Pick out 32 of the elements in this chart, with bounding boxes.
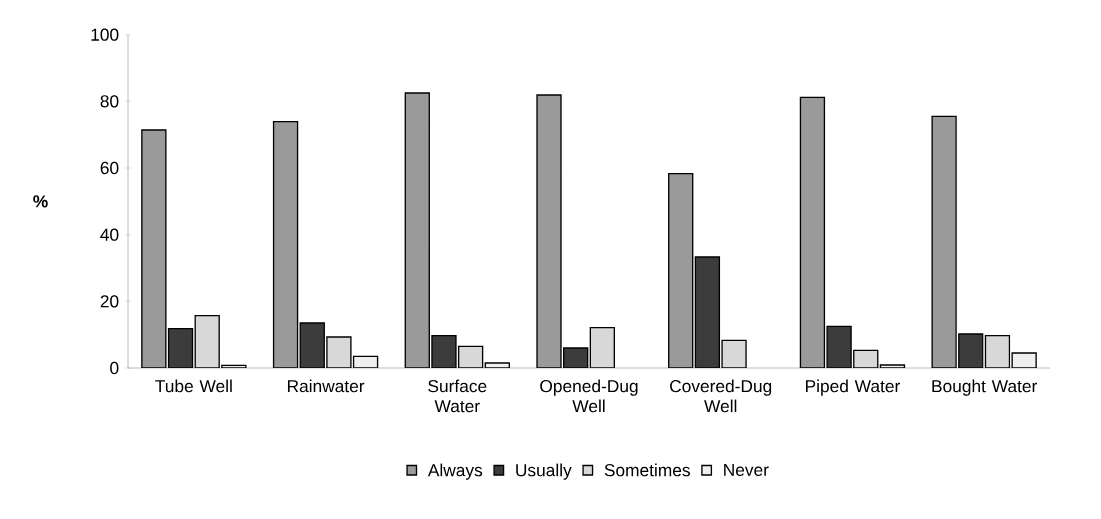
legend-label: Always bbox=[427, 463, 483, 480]
x-tick-label: Piped Water bbox=[806, 379, 900, 396]
x-tick-label: Opened-Dug Well bbox=[540, 379, 638, 413]
bar bbox=[484, 362, 510, 368]
x-tick-label: Surface Water bbox=[428, 379, 487, 413]
bar bbox=[141, 129, 167, 368]
bar bbox=[694, 256, 721, 368]
y-tick-label: 40 bbox=[100, 228, 119, 241]
y-tick-label: 0 bbox=[110, 361, 119, 375]
legend-label: Usually bbox=[516, 463, 572, 480]
x-tick-label: Covered-Dug Well bbox=[670, 379, 772, 413]
bar bbox=[404, 92, 430, 368]
y-tick-label: 60 bbox=[100, 161, 119, 175]
bar bbox=[272, 121, 299, 368]
bar bbox=[536, 94, 562, 368]
bar bbox=[589, 327, 615, 368]
x-tick-label: Tube Well bbox=[155, 379, 232, 393]
bar bbox=[167, 328, 194, 368]
bar bbox=[668, 173, 694, 368]
bar bbox=[879, 364, 906, 368]
bar bbox=[299, 322, 325, 368]
y-tick-label: 80 bbox=[100, 95, 119, 108]
bar bbox=[931, 115, 957, 368]
bar bbox=[799, 96, 826, 368]
y-tick-label: 20 bbox=[100, 295, 119, 308]
y-axis-title: % bbox=[33, 195, 48, 208]
legend-label: Sometimes bbox=[604, 463, 690, 477]
y-tick-label: 100 bbox=[91, 28, 119, 41]
bar bbox=[958, 333, 984, 368]
x-tick-label: Rainwater bbox=[287, 379, 365, 393]
x-tick-label: Bought Water bbox=[932, 379, 1037, 396]
legend-label: Never bbox=[724, 463, 769, 477]
